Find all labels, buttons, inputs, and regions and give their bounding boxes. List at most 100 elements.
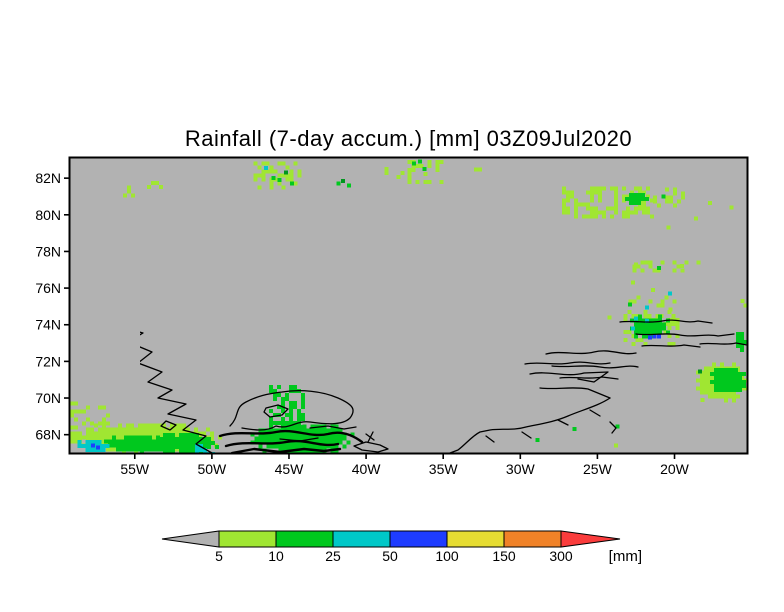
rain-cell [645,326,650,331]
rain-cell [647,314,652,319]
rain-cell [671,342,676,347]
rain-cell [130,427,134,432]
rain-cell [119,443,124,448]
colorbar-over-arrow [560,530,621,548]
rain-cell [561,210,566,215]
rain-cell [330,432,335,437]
rain-cell [123,447,128,452]
rain-cell [601,214,606,219]
rain-cell [737,379,742,384]
rain-cell [119,447,124,452]
rain-cell [653,318,658,323]
rain-cell [707,200,712,205]
rain-cell [167,436,172,441]
colorbar: 5 10 25 50 100 150 300 [mm] [161,530,642,565]
rain-cell [151,180,156,185]
rain-cell [721,387,726,392]
rain-cell [139,451,144,453]
rain-cell [729,371,734,376]
rain-cell [203,440,208,445]
rain-cell [182,423,186,428]
coastline-path [218,429,364,444]
rain-cell [632,268,637,273]
rain-cell [269,185,274,190]
colorbar-unit-label: [mm] [609,548,642,565]
rain-cell [270,428,275,433]
rain-cell [288,421,293,426]
rain-cell [704,386,709,391]
rain-cell [732,390,737,395]
rain-cell [310,444,315,449]
rain-cell [744,386,747,391]
rain-cell [660,303,665,308]
coastline-path [529,371,609,383]
rain-cell [713,383,718,388]
colorbar-segment [446,530,505,548]
rain-cell [126,427,130,432]
rain-cell [199,436,204,441]
rain-cell [636,264,641,269]
rain-cell [573,210,578,215]
rain-cell [286,436,291,441]
rain-cell [167,444,172,449]
rain-cell [292,401,297,406]
rain-cell [667,322,672,327]
rain-cell [146,431,150,436]
rain-cell [174,427,178,432]
rain-cell [271,176,276,181]
rain-cell [717,379,722,384]
rain-cell [171,444,176,449]
rain-cell [585,214,590,219]
rain-cell [648,299,653,304]
rain-cell [733,375,738,380]
rain-cell [178,427,182,432]
rain-cell [733,379,738,384]
rain-cell [179,436,184,441]
rain-cell [154,423,158,428]
rain-cell [704,370,709,375]
rain-cell [70,431,74,436]
rain-cell [342,444,347,449]
rain-cell [187,432,192,437]
rain-cell [613,194,618,199]
rain-cell [657,314,662,319]
rain-cell [330,444,335,449]
rain-cell [187,436,192,441]
rain-cell [565,190,570,195]
rain-cell [318,440,323,445]
rain-cell [613,202,618,207]
rain-cell [186,427,190,432]
rain-cell [661,194,666,199]
rain-cell [664,187,669,192]
x-tick-label: 35W [429,461,459,477]
y-tick-label: 78N [35,243,61,259]
rain-cell [593,214,598,219]
axes: 55W 50W 45W 40W 35W 30W 25W 20W 82N 80N 78N 76N 74N 7… [35,170,689,477]
rain-cell [127,435,132,440]
rain-cell [676,199,681,204]
rain-cell [131,439,136,444]
rain-cell [708,374,713,379]
rain-cell [736,344,741,349]
rain-cell [183,444,188,449]
x-tick-label: 25W [583,461,613,477]
rain-cell [648,264,653,269]
rain-cell [744,340,747,345]
rain-cell [736,332,741,337]
rain-cell [593,190,598,195]
rain-cell [632,299,637,304]
rain-cell [704,374,709,379]
rain-cell [439,179,444,184]
rain-cell [179,432,184,437]
rain-cell [733,387,738,392]
rain-cell [696,378,701,383]
rain-cell [300,397,305,402]
rain-cell [302,436,307,441]
rain-cell [135,439,140,444]
rain-cell [207,440,212,445]
rain-cell [134,451,138,453]
rain-cell [191,444,196,449]
rain-cell [131,447,136,452]
rain-cell [211,440,216,445]
rain-cell [278,444,283,449]
